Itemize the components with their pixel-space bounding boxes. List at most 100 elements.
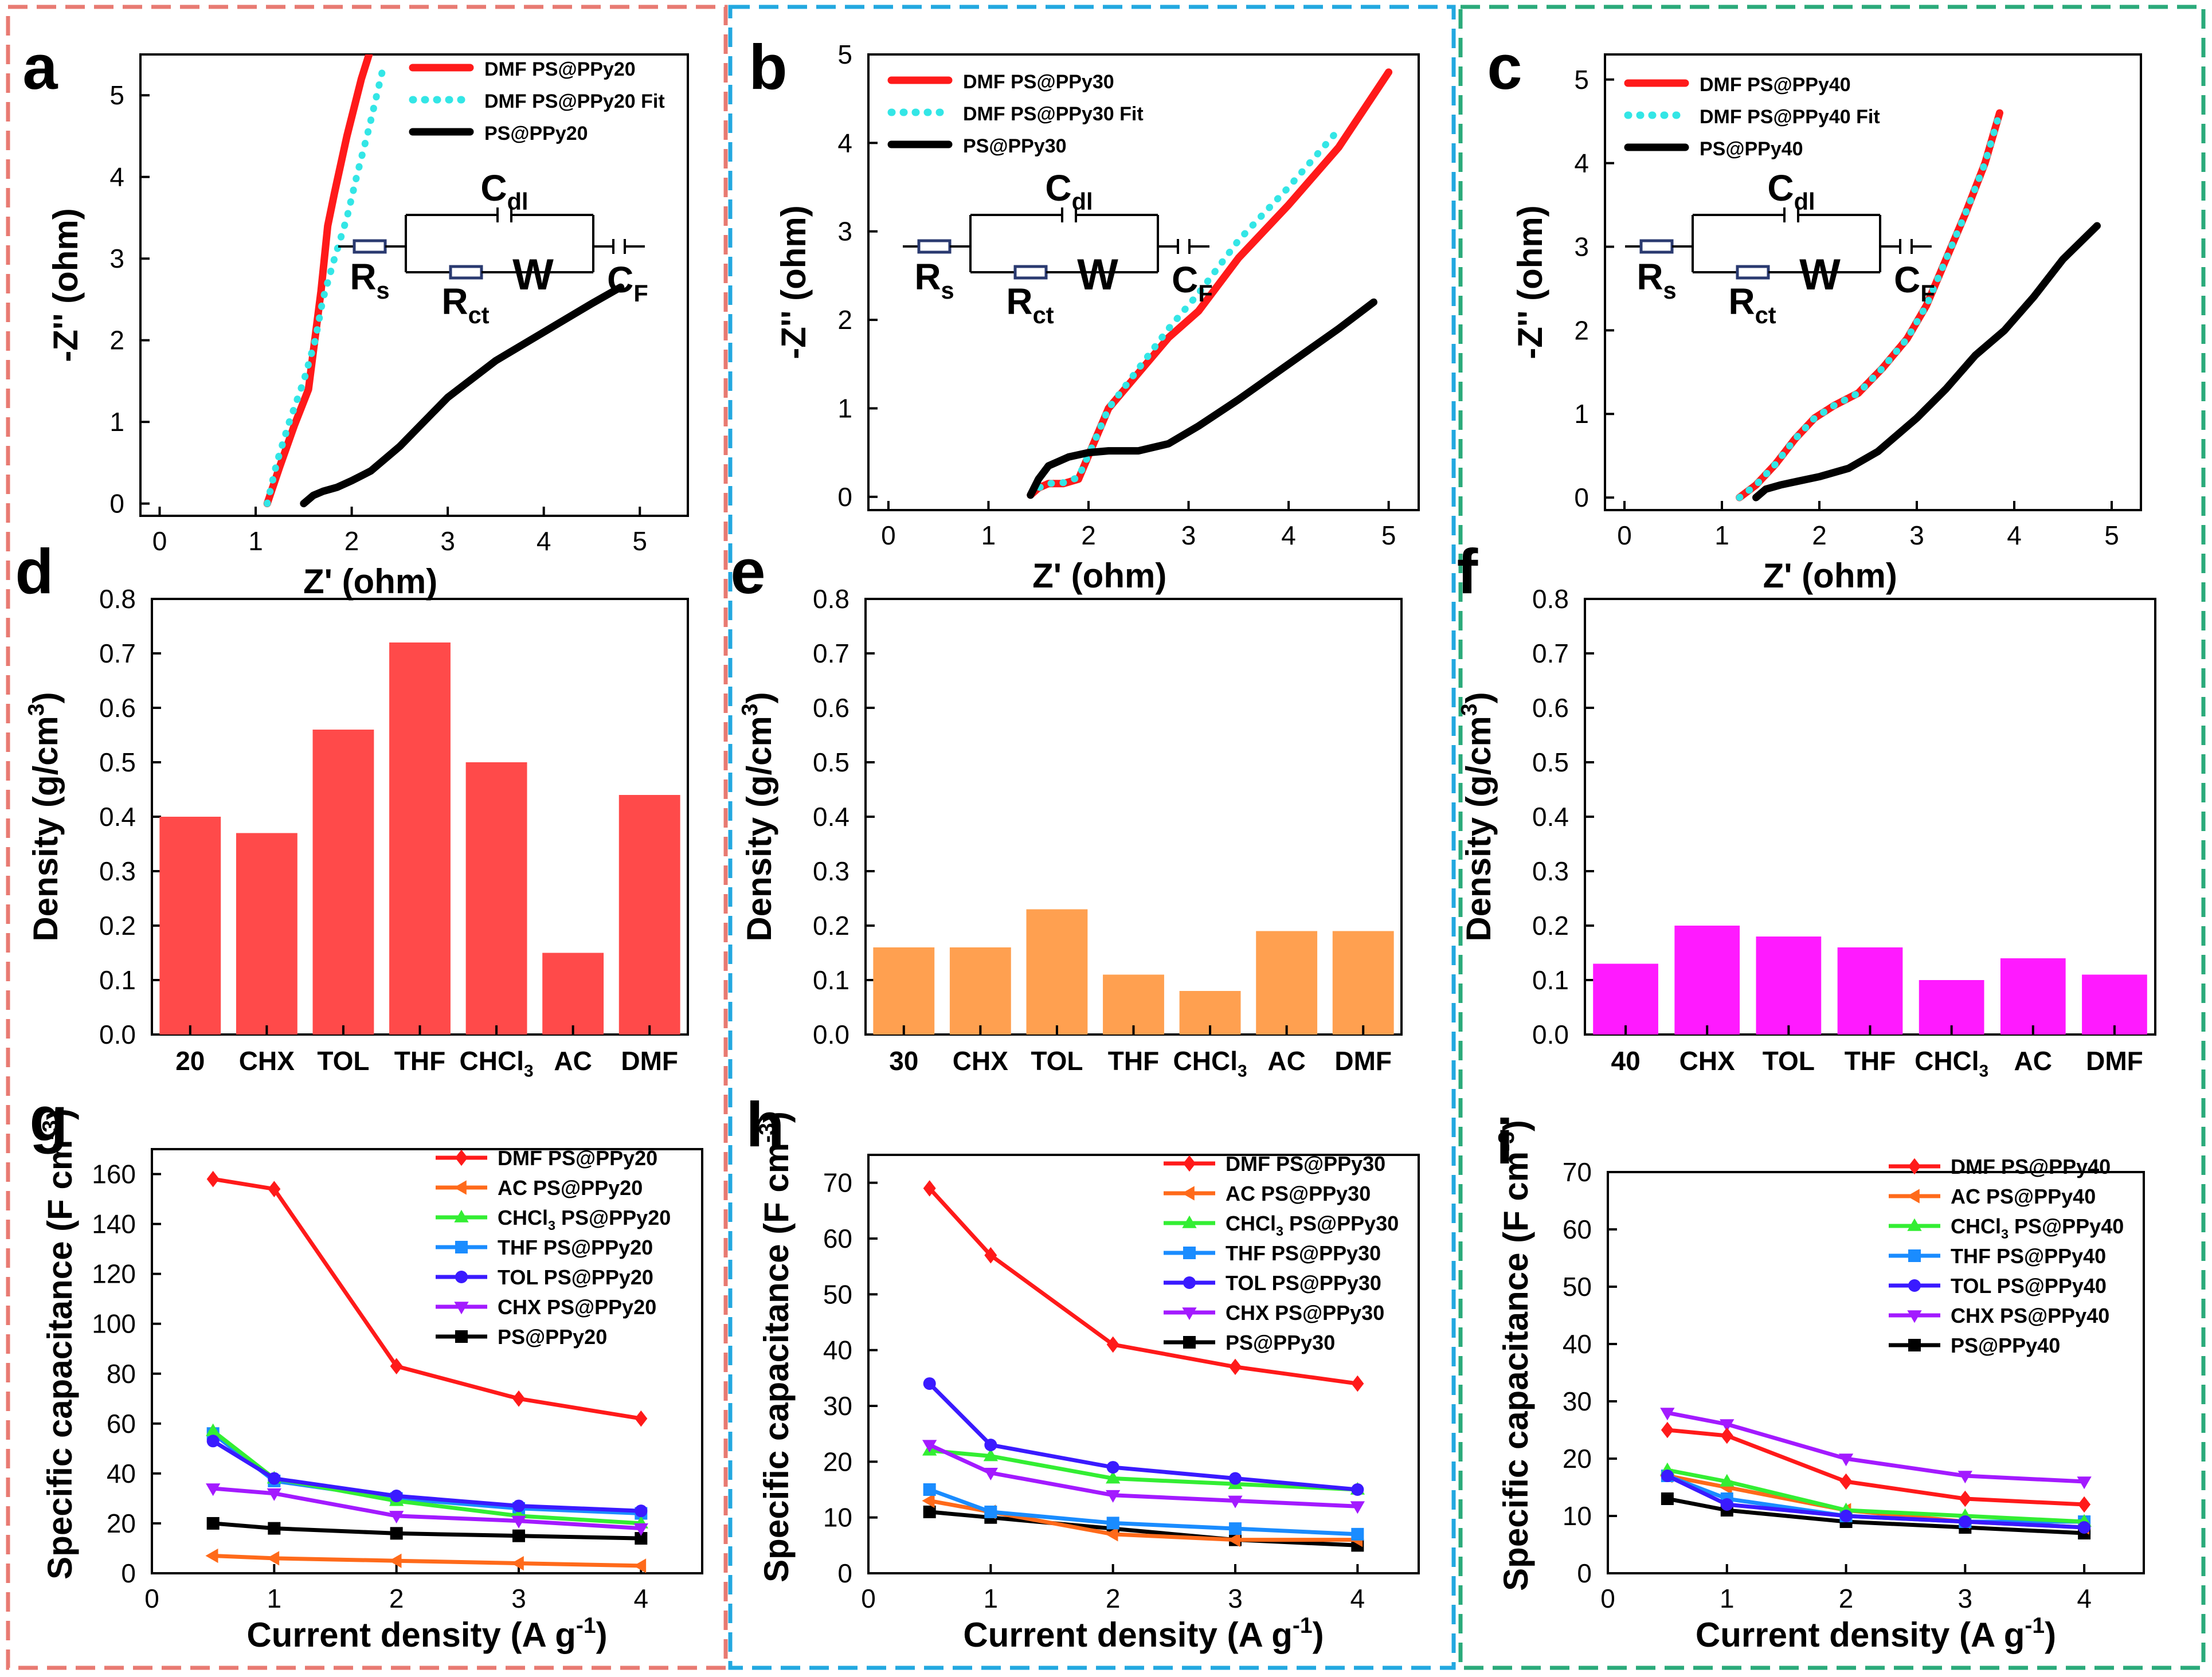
data-point: [206, 1170, 220, 1188]
y-axis-label: -Z'' (ohm): [774, 205, 813, 359]
plot-frame: [1607, 1171, 2145, 1574]
bar: [2000, 958, 2066, 1035]
data-point: [1106, 1336, 1119, 1353]
y-tick-label: 70: [1563, 1157, 1592, 1187]
text-part: Current density (A g: [246, 1616, 575, 1654]
text-part: PS@PPy30: [1226, 1331, 1335, 1354]
text-part: THF: [394, 1046, 445, 1076]
y-tick-label: 30: [823, 1391, 852, 1421]
text-part: ): [757, 1111, 796, 1123]
text-part: Current density (A g: [1696, 1616, 2025, 1654]
circuit-resistor: [353, 239, 387, 254]
legend-entry: DMF PS@PPy30: [963, 71, 1114, 93]
data-point: [1229, 1472, 1242, 1485]
legend-entry: AC PS@PPy40: [1951, 1185, 2096, 1208]
y-tick-label: 3: [1574, 232, 1589, 262]
data-point: [453, 1180, 467, 1195]
y-tick-label: 0.3: [813, 856, 849, 886]
text-part: F: [633, 280, 648, 307]
data-point: [1908, 1339, 1921, 1351]
y-tick-label: 10: [823, 1503, 852, 1533]
data-point: [1351, 1375, 1364, 1392]
text-part: CHX: [953, 1046, 1008, 1076]
text-part: -3: [755, 1123, 780, 1143]
data-point: [205, 1548, 218, 1564]
data-point: [1229, 1358, 1242, 1376]
y-tick-label: 0: [837, 482, 852, 512]
x-tick-label: 4: [2077, 1584, 2092, 1613]
text-part: -3: [38, 1120, 63, 1140]
circuit-label-rs: Rs: [1637, 256, 1676, 304]
data-point: [983, 1468, 998, 1480]
x-tick-label: AC: [554, 1046, 592, 1076]
text-part: 3: [1979, 1062, 1989, 1081]
circuit-label-w: W: [1799, 250, 1841, 299]
y-tick-label: 0.2: [1532, 911, 1569, 941]
data-point: [1720, 1474, 1735, 1487]
y-tick-label: 60: [1563, 1214, 1592, 1244]
legend-entry: CHCl3 PS@PPy40: [1951, 1214, 2124, 1241]
y-tick-label: 50: [1563, 1272, 1592, 1302]
y-tick-label: 20: [823, 1447, 852, 1476]
legend-entry: DMF PS@PPy30: [1226, 1152, 1385, 1176]
text-part: THF PS@PPy20: [498, 1236, 653, 1259]
x-axis-label: Z' (ohm): [1032, 557, 1166, 595]
circuit-label-cf: CF: [1172, 259, 1213, 307]
circuit-label-cf: CF: [1894, 259, 1935, 307]
text-part: F: [1920, 280, 1935, 307]
text-part: CHCl: [1173, 1046, 1238, 1076]
data-point: [1908, 1249, 1921, 1262]
legend-entry: PS@PPy20: [484, 123, 588, 144]
text-part: CHX: [239, 1046, 295, 1076]
text-part: s: [377, 277, 390, 304]
data-point: [267, 1488, 281, 1501]
text-part: -3: [1494, 1131, 1519, 1151]
bar: [159, 817, 221, 1035]
circuit-label-rs: Rs: [350, 256, 389, 304]
text-part: AC PS@PPy40: [1951, 1185, 2096, 1208]
text-part: C: [1172, 259, 1198, 300]
x-tick-label: CHCl3: [460, 1046, 534, 1081]
bar: [1674, 926, 1740, 1035]
bar: [542, 953, 604, 1035]
x-axis-label: Current density (A g-1): [963, 1613, 1324, 1654]
data-point: [1661, 1492, 1674, 1505]
data-point: [1182, 1307, 1197, 1321]
y-tick-label: 0.0: [99, 1020, 136, 1049]
y-tick-label: 60: [107, 1409, 136, 1439]
y-tick-label: 0.1: [99, 965, 136, 995]
y-tick-label: 0.7: [1532, 638, 1569, 668]
plot-frame: [867, 1154, 1420, 1574]
x-tick-label: 20: [175, 1046, 205, 1076]
y-axis-label: Specific capacitance (F cm-3): [755, 1111, 796, 1582]
text-part: CHCl: [460, 1046, 524, 1076]
circuit-resistor: [1639, 239, 1674, 254]
data-point: [1907, 1310, 1922, 1323]
data-point: [1106, 1517, 1119, 1530]
bar: [1026, 909, 1088, 1035]
y-tick-label: 80: [107, 1359, 136, 1389]
y-tick-label: 0.2: [813, 911, 849, 941]
data-point: [923, 1505, 936, 1518]
circuit-label-rct: Rct: [1728, 281, 1776, 328]
text-part: ct: [1755, 301, 1776, 328]
circuit-label-rct: Rct: [1006, 281, 1054, 328]
x-tick-label: 3: [1958, 1584, 1973, 1613]
data-point: [455, 1271, 468, 1283]
data-point: [1908, 1158, 1921, 1175]
text-part: 30: [889, 1046, 918, 1076]
text-part: THF: [1845, 1046, 1896, 1076]
data-point: [923, 1180, 936, 1197]
panel-label: e: [730, 536, 765, 607]
data-point: [984, 1439, 997, 1452]
bar: [1256, 931, 1318, 1035]
text-part: ): [26, 692, 65, 703]
legend-entry: PS@PPy20: [498, 1325, 607, 1349]
series-line-black: [300, 283, 625, 508]
y-tick-label: 0: [1577, 1558, 1592, 1588]
x-tick-label: 2: [1081, 520, 1096, 550]
